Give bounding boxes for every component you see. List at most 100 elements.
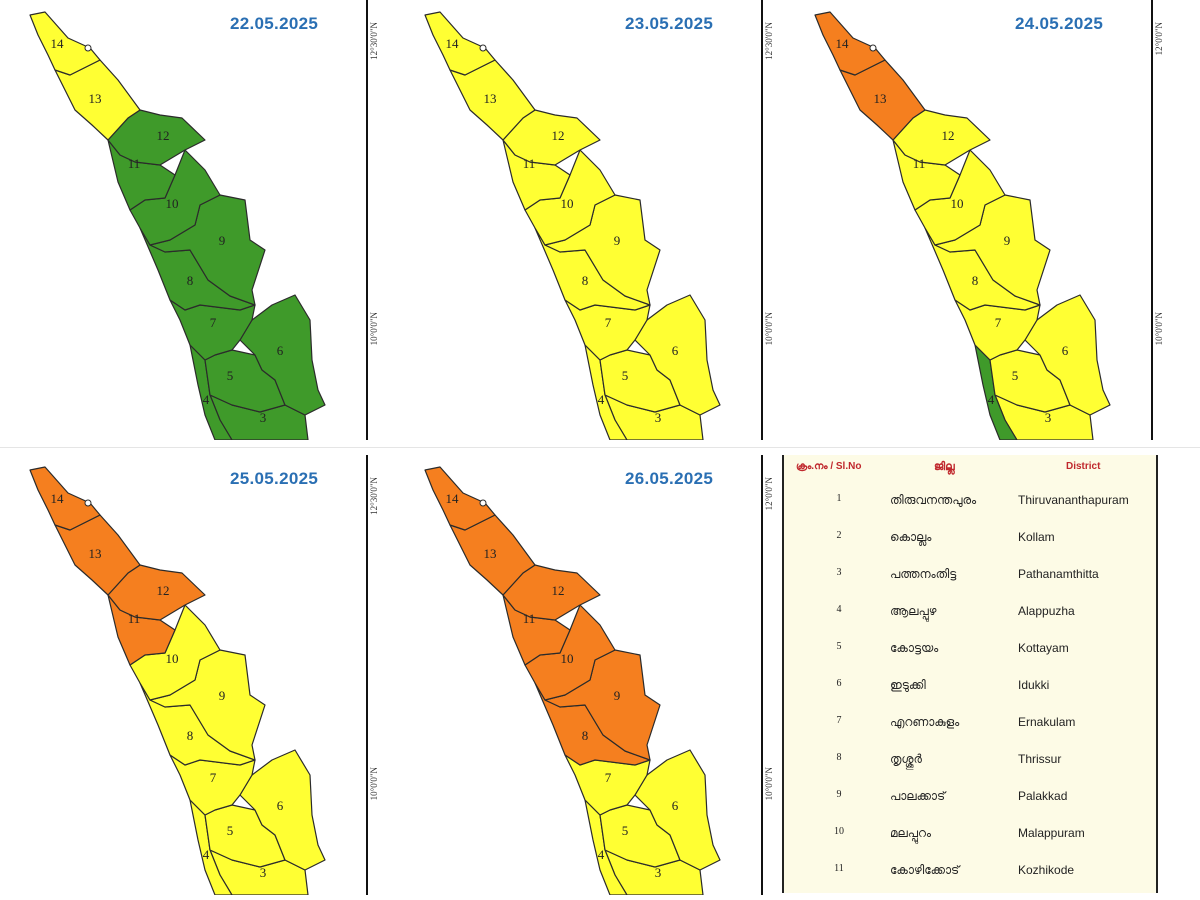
district-label-7: 7 [210,315,217,330]
district-label-11: 11 [128,611,141,626]
district-label-9: 9 [219,688,226,703]
legend-row: 8 തൃശ്ശൂർ Thrissur [784,752,1156,789]
district-label-9: 9 [614,688,621,703]
islet-marker [479,44,487,52]
map-date: 22.05.2025 [230,14,319,33]
district-label-11: 11 [913,156,926,171]
frame-line [761,0,763,440]
legend-slno: 8 [836,752,842,763]
map-date: 23.05.2025 [625,14,714,33]
legend-slno: 1 [836,493,842,504]
district-label-6: 6 [1062,343,1069,358]
district-6 [239,749,326,871]
legend-row: 10 മലപ്പുറം Malappuram [784,826,1156,863]
legend-row: 5 കോട്ടയം Kottayam [784,641,1156,678]
kerala-district-map: 3 4 5 6 7 8 9 10 11 12 13 14 [29,11,326,440]
district-label-11: 11 [128,156,141,171]
district-label-5: 5 [227,823,234,838]
district-label-8: 8 [582,728,589,743]
district-label-6: 6 [277,798,284,813]
legend-district-english: Thrissur [1018,752,1062,766]
legend-district-malayalam: കോഴിക്കോട് [890,863,960,877]
district-14 [814,11,886,76]
legend-header-slno: ക്രം.നം / Sl.No [796,461,862,472]
legend-district-malayalam: എറണാകുളം [890,715,960,729]
legend-district-malayalam: തിരുവനന്തപുരം [890,493,977,507]
district-6 [239,294,326,416]
kerala-district-map: 3 4 5 6 7 8 9 10 11 12 13 14 [29,466,326,895]
legend-row: 2 കൊല്ലം Kollam [784,530,1156,567]
frame-line [366,455,368,895]
islet-marker [84,44,92,52]
district-label-13: 13 [89,546,102,561]
kerala-district-map: 3 4 5 6 7 8 9 10 11 12 13 14 [814,11,1111,440]
legend-header-malayalam: ജില്ല [934,461,955,473]
district-label-10: 10 [561,196,574,211]
legend-slno: 4 [836,604,842,615]
legend-slno: 5 [836,641,842,652]
district-label-11: 11 [523,156,536,171]
legend-district-english: Thiruvananthapuram [1018,493,1129,507]
legend-slno: 9 [836,789,842,800]
legend-district-english: Kollam [1018,530,1055,544]
map-date: 25.05.2025 [230,469,319,488]
district-14 [29,466,101,531]
district-label-10: 10 [561,651,574,666]
district-label-9: 9 [614,233,621,248]
district-label-6: 6 [277,343,284,358]
district-label-4: 4 [598,392,605,407]
district-label-8: 8 [187,273,194,288]
coordinate-bottom: 10°0'0"N [764,767,774,801]
district-legend-table: ക്രം.നം / Sl.No ജില്ല District 1 തിരുവനന്… [782,455,1158,893]
district-14 [424,466,496,531]
district-label-7: 7 [605,315,612,330]
district-label-12: 12 [552,128,565,143]
coordinate-bottom: 10°0'0"N [1154,312,1164,346]
district-label-4: 4 [598,847,605,862]
legend-district-malayalam: കോട്ടയം [890,641,939,655]
map-panel-24-05: 3 4 5 6 7 8 9 10 11 12 13 14 24.05.2025 12°0'0"N 10°0'… [785,0,1165,440]
coordinate-top: 12°0'0"N [1154,22,1164,56]
map-date: 24.05.2025 [1015,14,1104,33]
district-label-13: 13 [484,91,497,106]
district-6 [634,294,721,416]
coordinate-bottom: 10°0'0"N [764,312,774,346]
legend-row: 3 പത്തനംതിട്ട Pathanamthitta [784,567,1156,604]
legend-district-malayalam: കൊല്ലം [890,530,932,544]
legend-row: 1 തിരുവനന്തപുരം Thiruvananthapuram [784,493,1156,530]
coordinate-top: 12°30'0"N [764,22,774,60]
district-label-13: 13 [89,91,102,106]
district-label-3: 3 [655,410,662,425]
district-label-5: 5 [1012,368,1019,383]
district-label-14: 14 [446,491,460,506]
district-label-8: 8 [972,273,979,288]
district-label-7: 7 [210,770,217,785]
district-label-14: 14 [51,491,65,506]
map-panel-23-05: 3 4 5 6 7 8 9 10 11 12 13 14 23.05.2025 12°30'0"N 10°0… [395,0,775,440]
district-label-12: 12 [157,128,170,143]
legend-district-english: Palakkad [1018,789,1068,803]
legend-row: 4 ആലപ്പുഴ Alappuzha [784,604,1156,641]
kerala-district-map: 3 4 5 6 7 8 9 10 11 12 13 14 [424,466,721,895]
legend-district-english: Kozhikode [1018,863,1075,877]
legend-slno: 6 [836,678,842,689]
legend-district-english: Alappuzha [1018,604,1075,618]
district-label-12: 12 [552,583,565,598]
coordinate-top: 12°30'0"N [369,477,379,515]
district-label-10: 10 [166,651,179,666]
district-label-4: 4 [203,847,210,862]
legend-district-english: Ernakulam [1018,715,1076,729]
legend-row: 6 ഇടുക്കി Idukki [784,678,1156,715]
district-label-12: 12 [157,583,170,598]
district-label-6: 6 [672,343,679,358]
district-14 [29,11,101,76]
district-label-11: 11 [523,611,536,626]
legend-district-malayalam: പത്തനംതിട്ട [890,567,957,581]
islet-marker [84,499,92,507]
frame-line [366,0,368,440]
district-label-4: 4 [203,392,210,407]
district-label-8: 8 [187,728,194,743]
legend-row: 9 പാലക്കാട് Palakkad [784,789,1156,826]
coordinate-top: 12°30'0"N [369,22,379,60]
district-label-14: 14 [51,36,65,51]
